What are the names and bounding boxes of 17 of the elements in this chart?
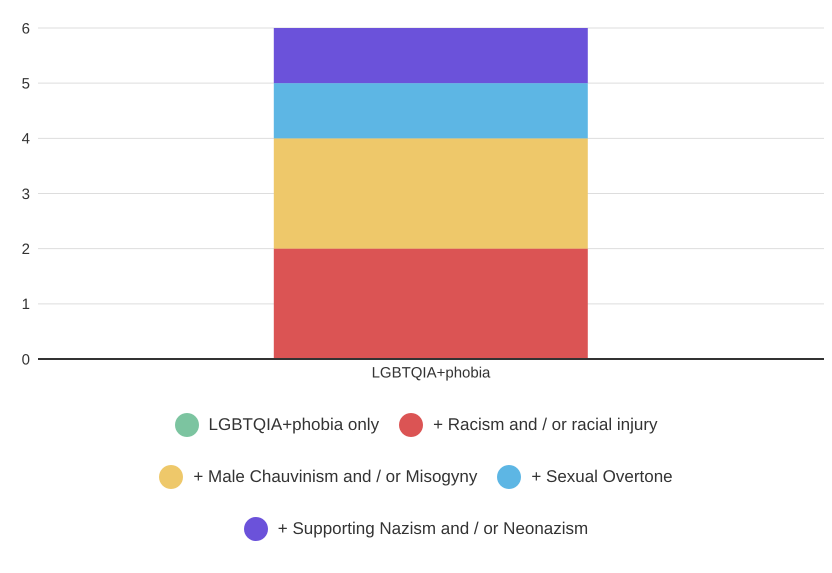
bar xyxy=(274,83,588,138)
y-tick-label: 1 xyxy=(22,296,30,314)
bar xyxy=(274,28,588,84)
legend-label: + Supporting Nazism and / or Neonazism xyxy=(278,519,588,539)
legend-label: + Sexual Overtone xyxy=(531,467,673,487)
legend-label: + Racism and / or racial injury xyxy=(433,415,658,435)
bar xyxy=(274,248,588,359)
y-tick-label: 5 xyxy=(22,75,30,92)
legend-label: + Male Chauvinism and / or Misogyny xyxy=(193,467,478,487)
y-tick-label: 2 xyxy=(22,240,30,258)
legend-label: LGBTQIA+phobia only xyxy=(208,415,380,435)
y-tick-label: 4 xyxy=(22,130,30,148)
y-tick-label: 3 xyxy=(22,186,30,203)
y-tick-label: 6 xyxy=(22,20,30,38)
x-tick-label: LGBTQIA+phobia xyxy=(372,364,492,382)
y-tick-label: 0 xyxy=(22,351,30,368)
bar xyxy=(274,138,588,249)
